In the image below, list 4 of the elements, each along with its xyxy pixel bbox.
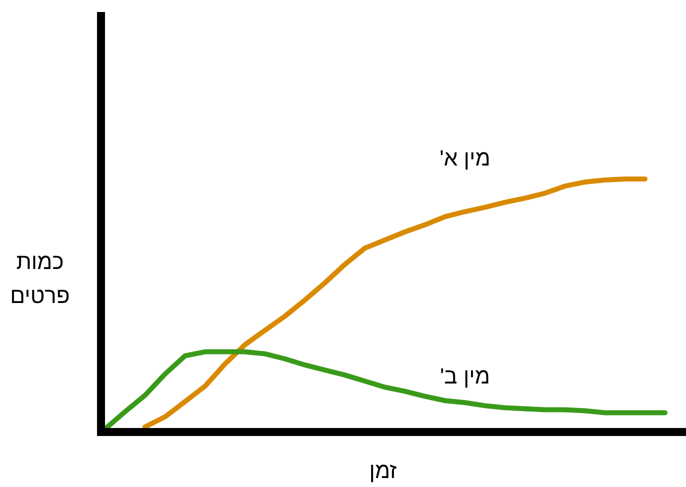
series-label: מין ב' (440, 364, 490, 389)
x-axis-title: זמן (369, 458, 397, 483)
series-label: מין א' (440, 146, 490, 171)
y-axis-title: כמות פרטים (9, 248, 71, 310)
